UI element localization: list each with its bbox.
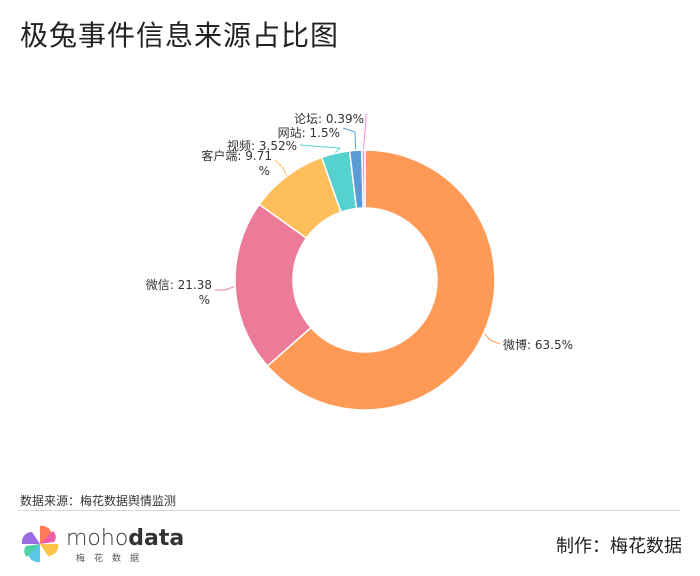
leader-line-论坛	[362, 114, 367, 150]
leader-line-客户端	[274, 159, 287, 176]
chart-title: 极兔事件信息来源占比图	[20, 19, 340, 52]
brand-name: mohodata	[66, 526, 184, 551]
mohodata-logo-icon	[21, 525, 59, 563]
data-source: 数据来源：梅花数据舆情监测	[20, 494, 177, 508]
leader-line-视频	[299, 144, 342, 153]
leader-lines-group	[215, 114, 501, 345]
slice-label-网站: 网站: 1.5%	[278, 126, 340, 140]
slice-微信	[234, 203, 313, 368]
slice-label-视频: 视频: 3.52%	[227, 138, 297, 153]
slice-论坛	[361, 149, 366, 209]
leader-line-微博	[484, 333, 501, 345]
slices-group	[234, 149, 496, 411]
slice-labels-group: 微博: 63.5% 微信: 21.38 % 客户端: 9.71 %视频: 3.52%网站…	[146, 112, 573, 352]
leader-line-微信	[215, 286, 235, 291]
slice-微博	[266, 149, 496, 411]
slice-label-微博: 微博: 63.5%	[503, 337, 573, 352]
maker-credit: 制作：梅花数据	[556, 536, 682, 557]
slice-label-论坛: 论坛: 0.39%	[294, 112, 364, 126]
donut-chart: 微博: 63.5% 微信: 21.38 % 客户端: 9.71 %视频: 3.52%网站…	[146, 112, 573, 411]
brand-name-bold: data	[128, 526, 185, 551]
brand-name-light: moho	[66, 526, 129, 551]
slice-label-客户端: 客户端: 9.71%	[201, 148, 272, 178]
slice-label-微信: 微信: 21.38%	[146, 278, 212, 307]
brand-subtitle: 梅花数据	[76, 554, 149, 564]
footer-divider	[18, 510, 680, 511]
leader-line-网站	[342, 127, 357, 150]
